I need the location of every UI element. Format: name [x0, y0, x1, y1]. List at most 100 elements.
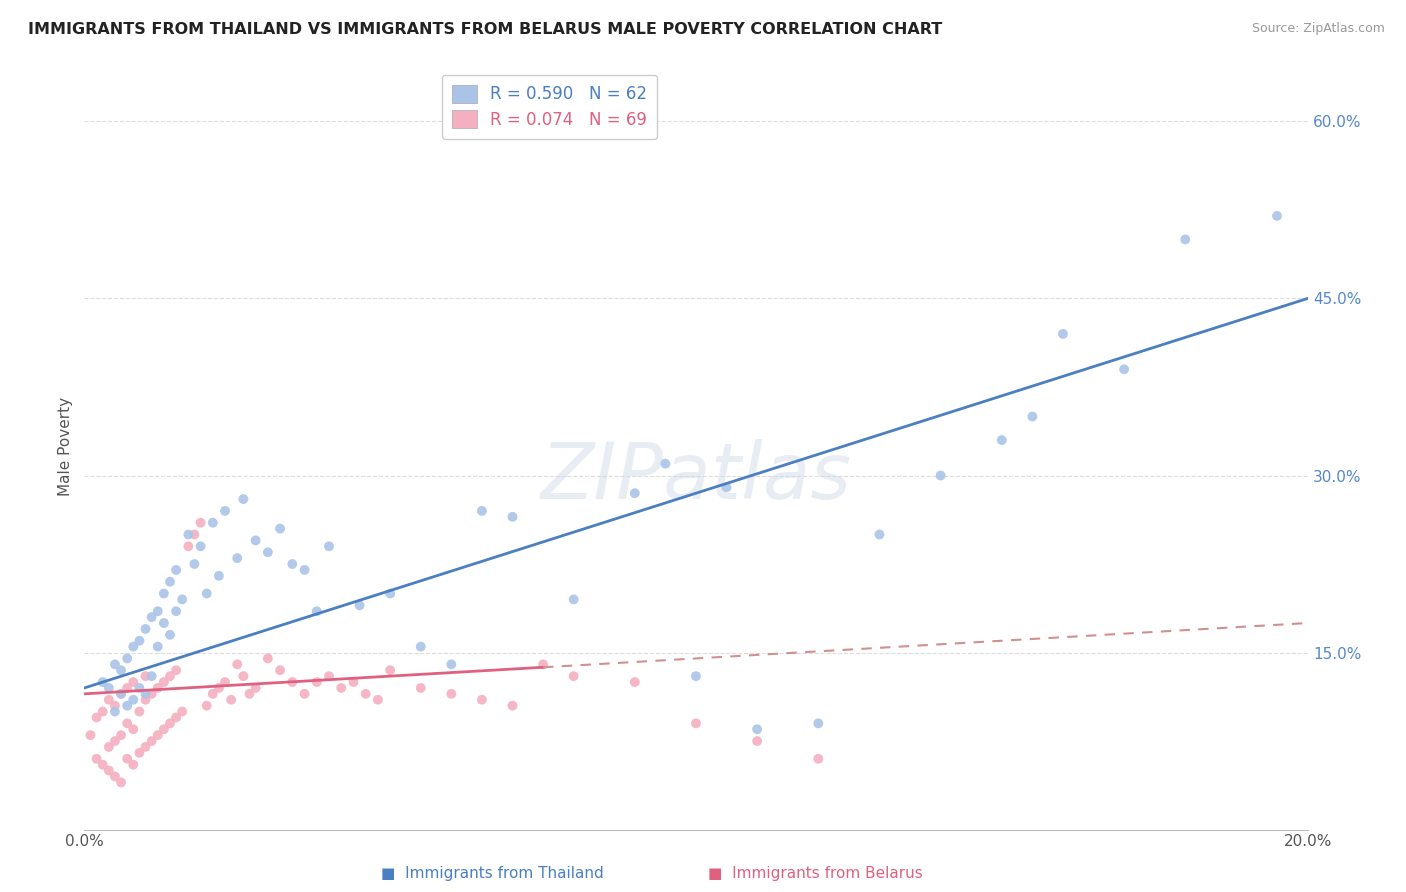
Point [869, 527, 891, 541]
Point [159, 628, 181, 642]
Point [380, 663, 402, 677]
Point [104, 769, 127, 783]
Point [146, 640, 169, 654]
Point [685, 669, 707, 683]
Point [128, 633, 150, 648]
Point [183, 527, 205, 541]
Text: ■  Immigrants from Belarus: ■ Immigrants from Belarus [709, 866, 922, 881]
Point [1052, 326, 1074, 341]
Point [214, 504, 236, 518]
Point [115, 716, 138, 731]
Point [929, 468, 952, 483]
Point [305, 604, 328, 618]
Point [122, 757, 145, 772]
Point [807, 716, 830, 731]
Point [172, 592, 194, 607]
Point [201, 687, 224, 701]
Point [219, 692, 242, 706]
Text: ■  Immigrants from Thailand: ■ Immigrants from Thailand [381, 866, 603, 881]
Point [238, 687, 260, 701]
Point [165, 663, 187, 677]
Point [79, 728, 101, 742]
Point [153, 615, 176, 630]
Point [110, 728, 132, 742]
Point [318, 669, 340, 683]
Point [440, 657, 463, 672]
Point [183, 557, 205, 571]
Point [97, 681, 120, 695]
Point [86, 752, 108, 766]
Point [294, 563, 316, 577]
Point [159, 669, 181, 683]
Point [318, 539, 340, 553]
Legend: R = 0.590   N = 62, R = 0.074   N = 69: R = 0.590 N = 62, R = 0.074 N = 69 [441, 75, 657, 138]
Point [226, 657, 249, 672]
Point [330, 681, 353, 695]
Point [269, 663, 291, 677]
Point [159, 574, 181, 589]
Point [97, 739, 120, 754]
Point [257, 651, 280, 665]
Point [747, 723, 769, 737]
Point [685, 716, 707, 731]
Point [195, 586, 218, 600]
Point [232, 492, 254, 507]
Point [1174, 232, 1197, 246]
Point [531, 657, 554, 672]
Point [110, 687, 132, 701]
Point [294, 687, 316, 701]
Point [1265, 209, 1288, 223]
Point [104, 698, 127, 713]
Point [141, 734, 163, 748]
Point [135, 739, 157, 754]
Text: Source: ZipAtlas.com: Source: ZipAtlas.com [1251, 22, 1385, 36]
Point [367, 692, 389, 706]
Point [146, 728, 169, 742]
Point [409, 640, 432, 654]
Point [502, 698, 524, 713]
Point [141, 610, 163, 624]
Point [115, 752, 138, 766]
Point [110, 663, 132, 677]
Point [208, 681, 231, 695]
Point [128, 746, 150, 760]
Point [172, 705, 194, 719]
Point [281, 675, 304, 690]
Point [110, 775, 132, 789]
Point [208, 569, 231, 583]
Point [562, 592, 585, 607]
Point [115, 651, 138, 665]
Point [349, 599, 371, 613]
Point [141, 687, 163, 701]
Point [354, 687, 377, 701]
Point [342, 675, 364, 690]
Text: ZIPatlas: ZIPatlas [540, 439, 852, 515]
Point [135, 687, 157, 701]
Point [122, 640, 145, 654]
Point [115, 698, 138, 713]
Point [226, 551, 249, 566]
Point [86, 710, 108, 724]
Point [257, 545, 280, 559]
Point [165, 710, 187, 724]
Point [146, 604, 169, 618]
Point [177, 539, 200, 553]
Point [281, 557, 304, 571]
Point [104, 657, 127, 672]
Point [245, 533, 267, 548]
Point [97, 764, 120, 778]
Text: IMMIGRANTS FROM THAILAND VS IMMIGRANTS FROM BELARUS MALE POVERTY CORRELATION CHA: IMMIGRANTS FROM THAILAND VS IMMIGRANTS F… [28, 22, 942, 37]
Point [91, 757, 114, 772]
Point [110, 687, 132, 701]
Y-axis label: Male Poverty: Male Poverty [58, 396, 73, 496]
Point [104, 734, 127, 748]
Point [409, 681, 432, 695]
Point [91, 705, 114, 719]
Point [245, 681, 267, 695]
Point [97, 692, 120, 706]
Point [190, 539, 212, 553]
Point [502, 509, 524, 524]
Point [141, 669, 163, 683]
Point [153, 723, 176, 737]
Point [122, 692, 145, 706]
